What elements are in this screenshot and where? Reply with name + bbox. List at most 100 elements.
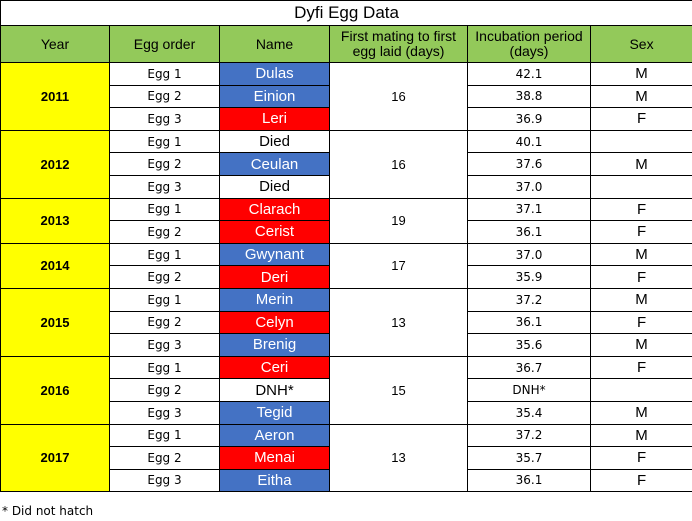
incubation-cell: 36.1 [467,468,591,493]
incubation-cell: 37.1 [467,197,591,222]
incubation-cell: 35.6 [467,333,591,357]
bird-name-cell: Dulas [219,62,330,86]
bird-name-cell: Leri [219,107,330,131]
table-row: Egg 2 Ceulan 37.6 M [1,152,692,176]
table-row: 2011 Egg 1 Dulas 16 42.1 M [0,62,692,131]
egg-order-cell: Egg 2 [109,446,220,470]
bird-name-cell: Eitha [219,468,330,493]
incubation-cell: 42.1 [467,62,591,86]
sex-cell [589,174,692,199]
egg-order-cell: Egg 2 [109,378,220,402]
table-row: Egg 2 Menai 35.7 F [1,446,692,470]
mating-days-cell: 16 [329,62,468,131]
year-cell: 2016 [0,355,110,425]
header-egg-order: Egg order [109,25,220,63]
table-row: 2017 Egg 1 Aeron 13 37.2 M [0,423,692,493]
egg-order-cell: Egg 2 [109,84,220,109]
egg-order-cell: Egg 1 [109,242,220,267]
year-cell: 2015 [0,287,110,357]
egg-order-cell: Egg 3 [109,107,220,131]
sex-cell: F [589,265,692,289]
mating-days-cell: 19 [329,197,468,244]
egg-order-cell: Egg 1 [109,287,220,312]
table-row: Egg 3 Leri 36.9 F [1,107,692,131]
incubation-cell: 37.0 [467,174,591,199]
table-row: Egg 3 Eitha 36.1 F [1,468,692,493]
table-row: 2012 Egg 1 Died 16 40.1 [0,129,692,199]
incubation-cell: DNH* [467,378,591,402]
incubation-cell: 38.8 [467,84,591,109]
sex-cell: F [589,197,692,222]
table-row: Egg 2 DNH* DNH* [1,378,692,402]
sex-cell: M [589,242,692,267]
incubation-cell: 37.6 [467,152,591,176]
sex-cell: M [589,400,692,425]
incubation-cell: 35.7 [467,446,591,470]
bird-name-cell: Died [219,129,330,154]
mating-days-cell: 13 [329,423,468,493]
table-row: Egg 3 Brenig 35.6 M [1,333,692,357]
year-cell: 2012 [0,129,110,199]
mating-days-cell: 17 [329,242,468,289]
egg-order-cell: Egg 1 [109,62,220,86]
egg-order-cell: Egg 2 [109,265,220,289]
bird-name-cell: Merin [219,287,330,312]
sex-cell: M [589,62,692,86]
table-row: Egg 3 Tegid 35.4 M [1,400,692,425]
bird-name-cell: Einion [219,84,330,109]
incubation-cell: 36.9 [467,107,591,131]
incubation-cell: 35.4 [467,400,591,425]
sex-cell: M [589,152,692,176]
sex-cell: F [589,446,692,470]
egg-order-cell: Egg 2 [109,220,220,244]
bird-name-cell: Brenig [219,333,330,357]
table-title: Dyfi Egg Data [0,0,692,26]
year-cell: 2017 [0,423,110,493]
incubation-cell: 36.1 [467,220,591,244]
table-row: 2016 Egg 1 Ceri 15 36.7 F [0,355,692,425]
mating-days-cell: 16 [329,129,468,199]
table-row: Egg 3 Died 37.0 [1,174,692,199]
year-cell: 2011 [0,62,110,131]
bird-name-cell: Tegid [219,400,330,425]
egg-order-cell: Egg 3 [109,400,220,425]
incubation-cell: 37.2 [467,423,591,448]
bird-name-cell: DNH* [219,378,330,402]
sex-cell [589,129,692,154]
egg-order-cell: Egg 1 [109,197,220,222]
header-incubation: Incubation period (days) [467,25,591,63]
header-year: Year [0,25,110,63]
header-sex: Sex [589,25,692,63]
table-row: 2014 Egg 1 Gwynant 17 37.0 M [0,242,692,289]
sex-cell: F [589,220,692,244]
sex-cell: F [589,107,692,131]
sex-cell: M [589,287,692,312]
egg-data-table: Dyfi Egg Data Year Egg order Name First … [0,0,692,493]
sex-cell: M [589,84,692,109]
egg-order-cell: Egg 1 [109,355,220,380]
egg-order-cell: Egg 1 [109,129,220,154]
bird-name-cell: Ceulan [219,152,330,176]
incubation-cell: 40.1 [467,129,591,154]
header-name: Name [219,25,330,63]
egg-order-cell: Egg 3 [109,174,220,199]
year-cell: 2014 [0,242,110,289]
egg-order-cell: Egg 2 [109,310,220,335]
egg-order-cell: Egg 3 [109,468,220,493]
table-row: Egg 2 Deri 35.9 F [1,265,692,289]
mating-days-cell: 13 [329,287,468,357]
incubation-cell: 35.9 [467,265,591,289]
sex-cell: M [589,423,692,448]
bird-name-cell: Deri [219,265,330,289]
egg-order-cell: Egg 3 [109,333,220,357]
incubation-cell: 37.0 [467,242,591,267]
footnote: * Did not hatch [2,504,94,518]
table-row: 2015 Egg 1 Merin 13 37.2 M [0,287,692,357]
bird-name-cell: Celyn [219,310,330,335]
sex-cell: F [589,310,692,335]
bird-name-cell: Aeron [219,423,330,448]
incubation-cell: 36.7 [467,355,591,380]
bird-name-cell: Ceri [219,355,330,380]
bird-name-cell: Gwynant [219,242,330,267]
egg-order-cell: Egg 1 [109,423,220,448]
